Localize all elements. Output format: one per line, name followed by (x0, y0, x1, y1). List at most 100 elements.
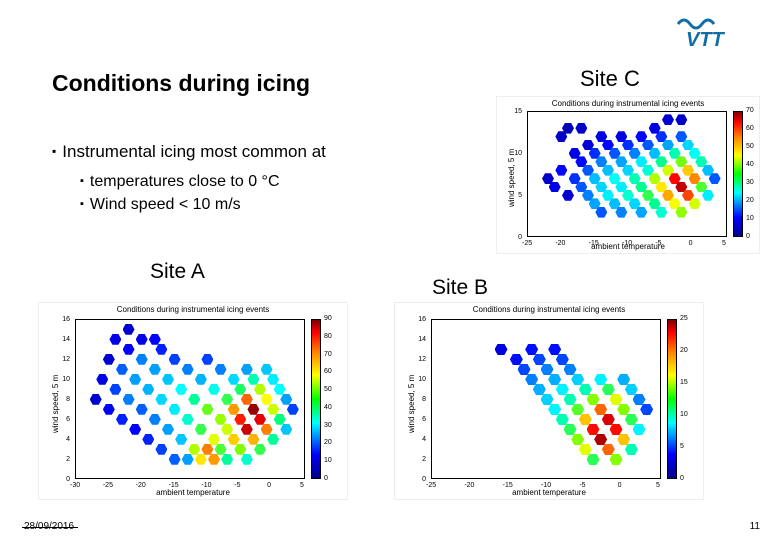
hex-cell (169, 404, 181, 415)
hex-cell (555, 165, 567, 176)
y-tick: 8 (66, 396, 70, 403)
hex-cell (228, 434, 240, 445)
hex-cell (247, 374, 259, 385)
colorbar-tick: 50 (746, 143, 754, 150)
hex-cell (129, 374, 141, 385)
hex-cell (587, 394, 600, 406)
hex-cell (149, 414, 161, 425)
colorbar-tick: 20 (324, 439, 332, 446)
hex-cell (155, 394, 167, 405)
hex-cell (564, 394, 577, 406)
y-tick: 0 (422, 476, 426, 483)
hex-cell (602, 444, 615, 456)
colorbar-tick: 70 (746, 107, 754, 114)
hex-cell (594, 434, 607, 446)
hex-cell (548, 404, 561, 416)
y-tick: 14 (62, 336, 70, 343)
hex-cell (175, 384, 187, 395)
site-b-label: Site B (432, 276, 488, 300)
hex-cell (261, 394, 273, 405)
hex-cell (195, 454, 207, 465)
hex-cell (495, 344, 508, 356)
hex-cell (201, 354, 213, 365)
bullet-sub-1: temperatures close to 0 °C (80, 170, 326, 193)
y-tick: 16 (62, 316, 70, 323)
footer-page: 11 (750, 521, 760, 532)
y-tick: 2 (422, 456, 426, 463)
hex-cell (142, 434, 154, 445)
y-tick: 12 (418, 356, 426, 363)
hex-cell (575, 123, 587, 134)
colorbar-tick: 30 (324, 422, 332, 429)
hex-cell (162, 374, 174, 385)
chart-site-c: Conditions during instrumental icing eve… (496, 96, 760, 254)
hex-cell (109, 384, 121, 395)
hex-cell (188, 394, 200, 405)
hex-cell (155, 444, 167, 455)
hex-cell (261, 424, 273, 435)
y-tick: 8 (422, 396, 426, 403)
hex-cell (562, 190, 574, 201)
site-a-label: Site A (150, 260, 205, 284)
colorbar-tick: 15 (680, 379, 688, 386)
hex-cell (564, 424, 577, 436)
y-tick: 14 (418, 336, 426, 343)
hex-cell (617, 434, 630, 446)
colorbar-tick: 0 (324, 475, 328, 482)
hex-cell (579, 444, 592, 456)
hex-cell (610, 394, 623, 406)
hex-cell (548, 374, 561, 386)
colorbar-tick: 40 (746, 161, 754, 168)
y-tick: 10 (62, 376, 70, 383)
hex-cell (247, 404, 259, 415)
footer-date: 28/09/2016 (24, 521, 74, 532)
colorbar-tick: 10 (680, 411, 688, 418)
hex-cell (175, 434, 187, 445)
hex-cell (533, 384, 546, 396)
colorbar-tick: 40 (324, 404, 332, 411)
colorbar-tick: 20 (746, 197, 754, 204)
hex-cell (640, 404, 653, 416)
hex-cell (617, 374, 630, 386)
chart-a-xlabel: ambient temperature (39, 488, 347, 497)
colorbar-tick: 70 (324, 351, 332, 358)
hex-cell (587, 454, 600, 466)
hex-cell (533, 354, 546, 366)
chart-c-colorbar (733, 111, 743, 237)
hex-cell (208, 384, 220, 395)
y-tick: 4 (66, 436, 70, 443)
hex-cell (215, 444, 227, 455)
hex-cell (602, 384, 615, 396)
hex-cell (228, 404, 240, 415)
y-tick: 12 (62, 356, 70, 363)
hex-cell (182, 414, 194, 425)
hex-cell (610, 424, 623, 436)
colorbar-tick: 10 (324, 457, 332, 464)
bullet-main: Instrumental icing most common at (52, 142, 326, 162)
hex-cell (149, 364, 161, 375)
chart-b-plot: -25-20-15-10-5050246810121416 (431, 319, 661, 479)
hex-cell (564, 364, 577, 376)
chart-site-a: Conditions during instrumental icing eve… (38, 302, 348, 500)
hex-cell (556, 384, 569, 396)
hex-cell (579, 414, 592, 426)
colorbar-tick: 5 (680, 443, 684, 450)
hex-cell (129, 424, 141, 435)
hex-cell (541, 394, 554, 406)
hex-cell (254, 414, 266, 425)
hex-cell (594, 404, 607, 416)
hex-cell (571, 434, 584, 446)
hex-cell (90, 394, 102, 405)
colorbar-tick: 20 (680, 347, 688, 354)
y-tick: 15 (514, 108, 522, 115)
hex-cell (123, 394, 135, 405)
chart-a-colorbar (311, 319, 321, 479)
y-tick: 2 (66, 456, 70, 463)
hex-cell (548, 344, 561, 356)
hex-cell (169, 354, 181, 365)
y-tick: 0 (518, 234, 522, 241)
hex-cell (510, 354, 523, 366)
hex-cell (201, 404, 213, 415)
hex-cell (149, 334, 161, 345)
hex-cell (280, 394, 292, 405)
